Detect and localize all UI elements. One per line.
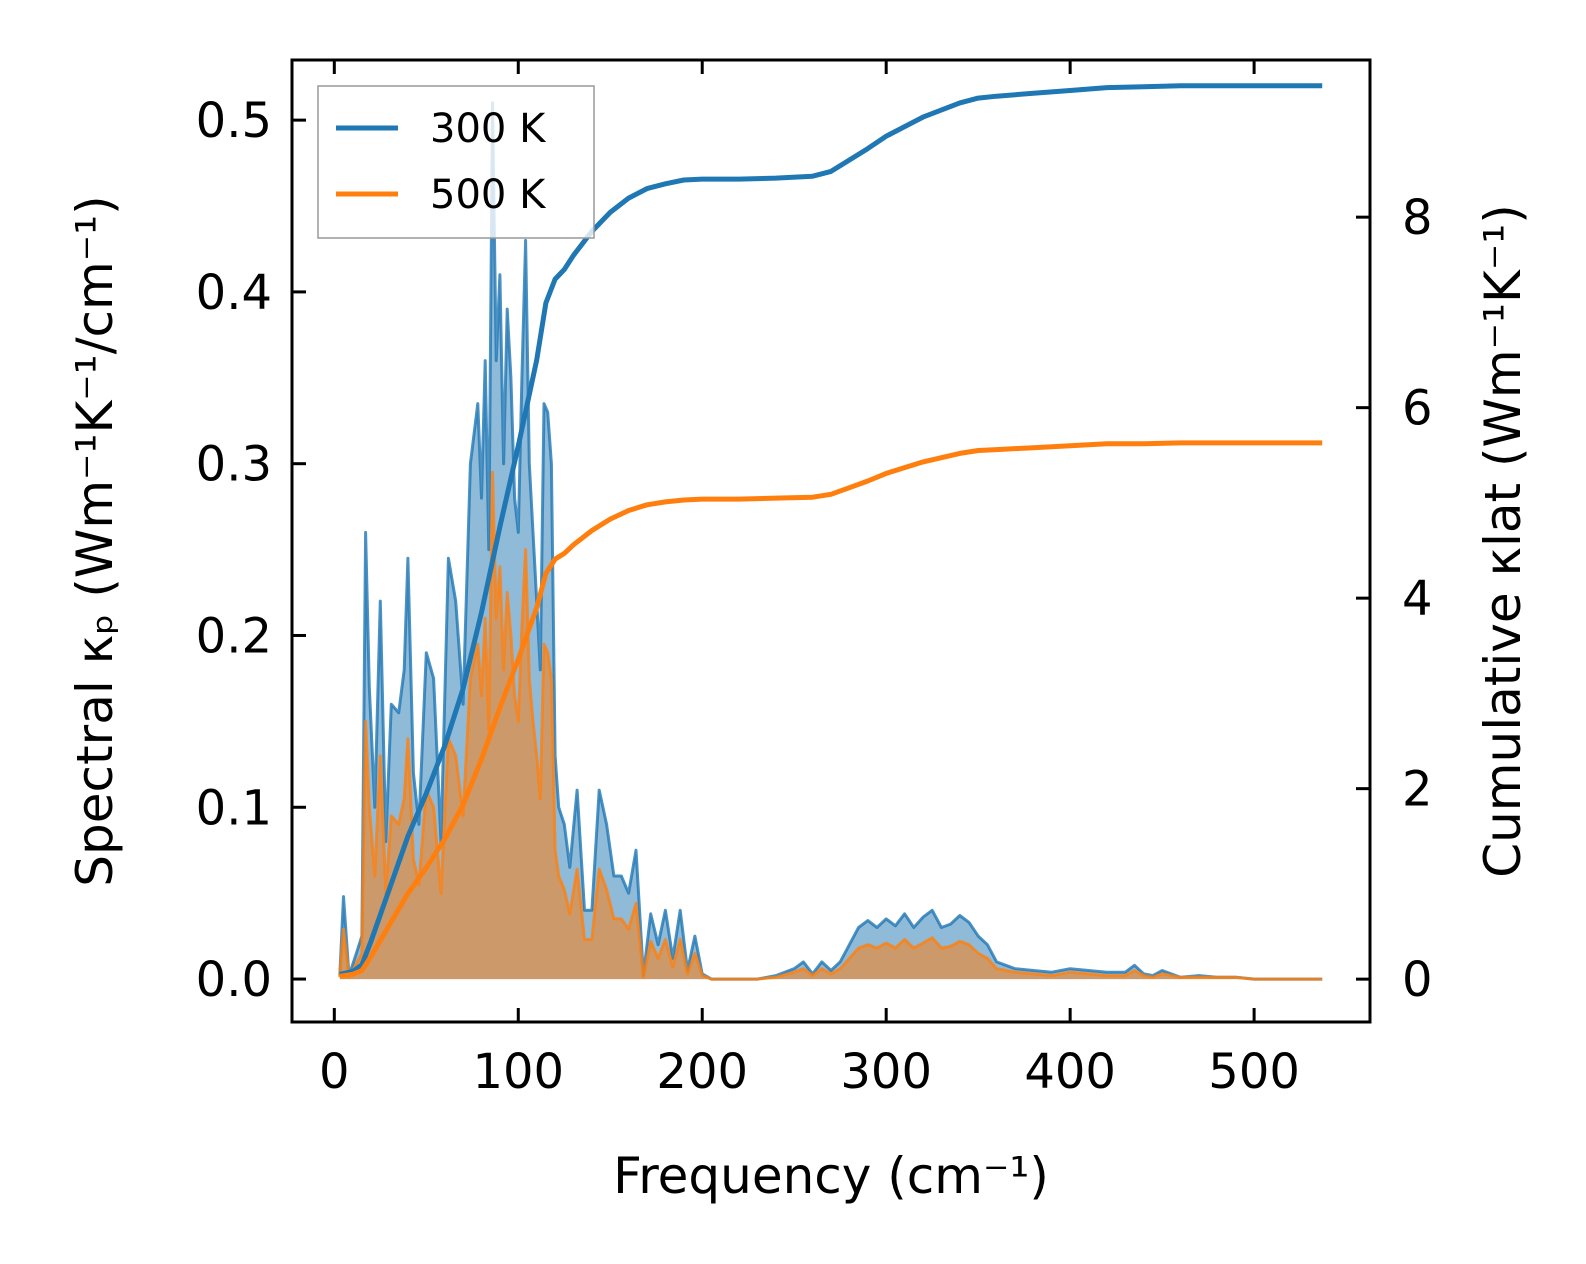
x-tick-label: 500 — [1208, 1044, 1300, 1100]
y-left-tick-label: 0.2 — [196, 608, 272, 664]
legend-label-1: 500 K — [430, 172, 547, 218]
plot-area — [338, 83, 1323, 981]
y-right-tick-label: 0 — [1402, 952, 1433, 1008]
cumulative-line-0 — [339, 83, 1323, 977]
y-left-tick-label: 0.5 — [196, 93, 272, 149]
legend-label-0: 300 K — [430, 106, 547, 152]
x-tick-label: 200 — [656, 1044, 748, 1100]
y-right-tick-label: 8 — [1402, 190, 1433, 246]
y-right-tick-label: 4 — [1402, 571, 1433, 627]
axes: 0 100 200 300 400 500 0.0 0.1 0.2 0.3 0.4 0.5 0 2 4 6 8 F… — [66, 58, 1532, 1205]
y-right-axis-title: Cumulative κlat (Wm⁻¹K⁻¹) — [1474, 204, 1532, 878]
y-left-tick-label: 0.4 — [196, 265, 272, 321]
y-left-tick-label: 0.1 — [196, 780, 272, 836]
y-left-tick-label: 0.3 — [196, 437, 272, 493]
plot-frame — [290, 58, 1372, 1024]
cumulative-line-1 — [339, 440, 1323, 979]
x-axis-title: Frequency (cm⁻¹) — [613, 1147, 1049, 1205]
x-tick-label: 100 — [472, 1044, 564, 1100]
y-left-axis-title: Spectral κₚ (Wm⁻¹K⁻¹/cm⁻¹) — [66, 195, 124, 886]
y-right-tick-label: 6 — [1402, 381, 1433, 437]
x-tick-label: 400 — [1024, 1044, 1116, 1100]
spectral-area-1 — [339, 472, 1323, 980]
y-right-tick-label: 2 — [1402, 762, 1433, 818]
x-tick-label: 0 — [319, 1044, 350, 1100]
x-tick-label: 300 — [840, 1044, 932, 1100]
y-left-tick-label: 0.0 — [196, 952, 272, 1008]
legend-box — [317, 85, 595, 239]
legend: 300 K 500 K — [317, 85, 595, 239]
